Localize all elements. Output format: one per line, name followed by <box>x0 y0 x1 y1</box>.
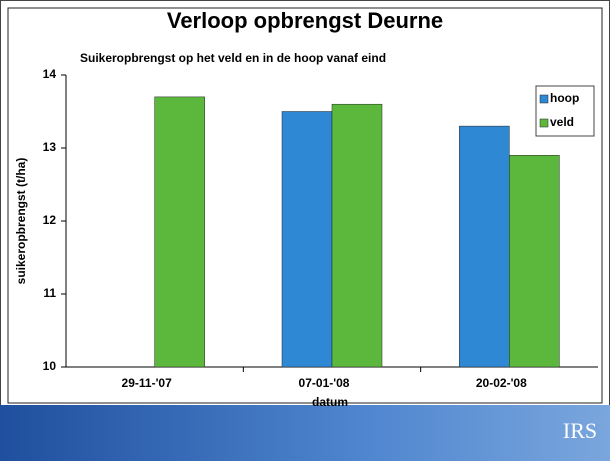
legend-label: hoop <box>550 91 579 105</box>
legend-swatch <box>539 94 549 104</box>
legend-box <box>535 85 595 137</box>
y-tick-label: 10 <box>43 359 57 373</box>
x-axis-label: datum <box>312 395 348 409</box>
chart-title: Verloop opbrengst Deurne <box>167 8 443 33</box>
x-tick-label: 07-01-'08 <box>299 376 350 390</box>
bar <box>331 103 383 368</box>
legend-label: veld <box>550 115 574 129</box>
y-tick-label: 13 <box>43 140 57 154</box>
bar <box>154 96 205 368</box>
x-tick-label: 20-02-'08 <box>476 376 527 390</box>
y-tick-label: 14 <box>43 67 57 81</box>
chart-subtitle: Suikeropbrengst op het veld en in de hoo… <box>80 51 386 65</box>
footer-band <box>0 405 610 461</box>
bar <box>459 125 510 368</box>
x-tick-label: 29-11-'07 <box>122 376 173 390</box>
y-axis-label: suikeropbrengst (t/ha) <box>14 158 28 285</box>
y-tick-label: 12 <box>43 213 57 227</box>
bar <box>281 111 333 368</box>
y-tick-label: 11 <box>43 286 56 300</box>
legend-swatch <box>539 118 549 128</box>
logo: IRS <box>563 418 597 443</box>
bar <box>509 155 560 368</box>
